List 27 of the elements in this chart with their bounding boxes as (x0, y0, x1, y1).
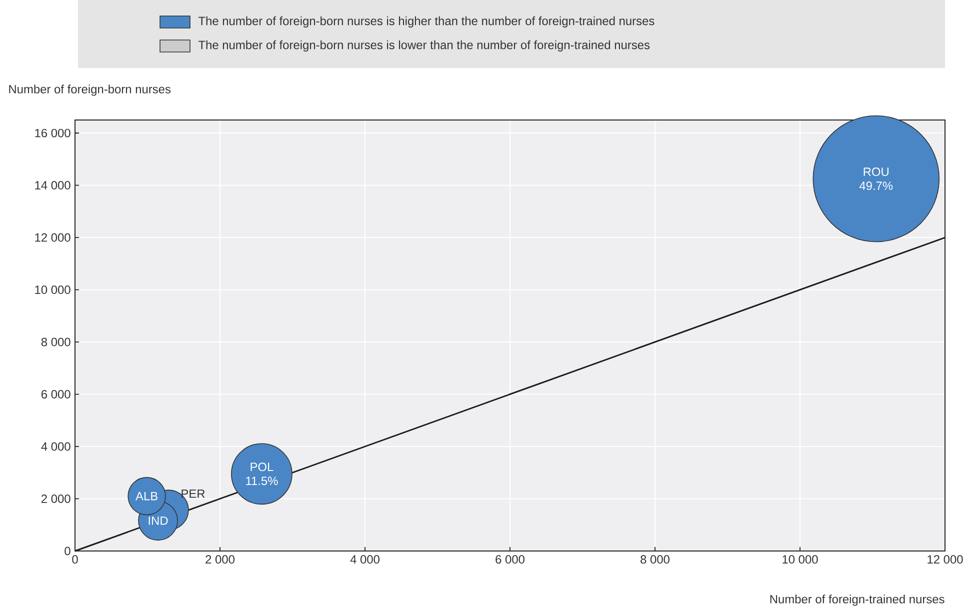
y-tick-label: 0 (64, 546, 70, 556)
annotation: 11.5% (246, 476, 278, 486)
legend-label: The number of foreign-born nurses is lower than the number of foreign-trained nurses (198, 40, 650, 52)
y-tick-label: 2 000 (42, 494, 70, 503)
y-tick-label: 6 000 (42, 390, 70, 398)
y-tick-label: 4 000 (41, 442, 70, 451)
y-axis-title: Number of foreign-born nurses (9, 84, 171, 96)
y-tick-label: 12 000 (35, 233, 70, 242)
x-tick-label: 12 000 (928, 555, 963, 564)
x-tick-label: 10 000 (782, 555, 818, 564)
x-tick-label: 0 (72, 555, 78, 564)
legend-label: The number of foreign-born nurses is higher than the number of foreign-trained nurses (198, 16, 654, 28)
y-tick-label: 8 000 (41, 338, 70, 346)
x-tick-label: 2 000 (206, 555, 234, 564)
annotation: PER (182, 490, 205, 498)
annotation: ALB (136, 492, 158, 500)
y-tick-label: 10 000 (35, 286, 70, 294)
annotation: IND (148, 516, 168, 525)
y-tick-label: 14 000 (35, 181, 70, 190)
x-tick-label: 6 000 (496, 555, 524, 564)
x-tick-label: 4 000 (350, 555, 380, 564)
x-tick-label: 8 000 (640, 555, 670, 564)
annotation: 49.7% (859, 182, 893, 190)
annotation: POL (250, 462, 274, 472)
y-tick-label: 16 000 (35, 128, 70, 138)
x-axis-title: Number of foreign-trained nurses (770, 594, 944, 606)
annotation: ROU (864, 168, 888, 176)
